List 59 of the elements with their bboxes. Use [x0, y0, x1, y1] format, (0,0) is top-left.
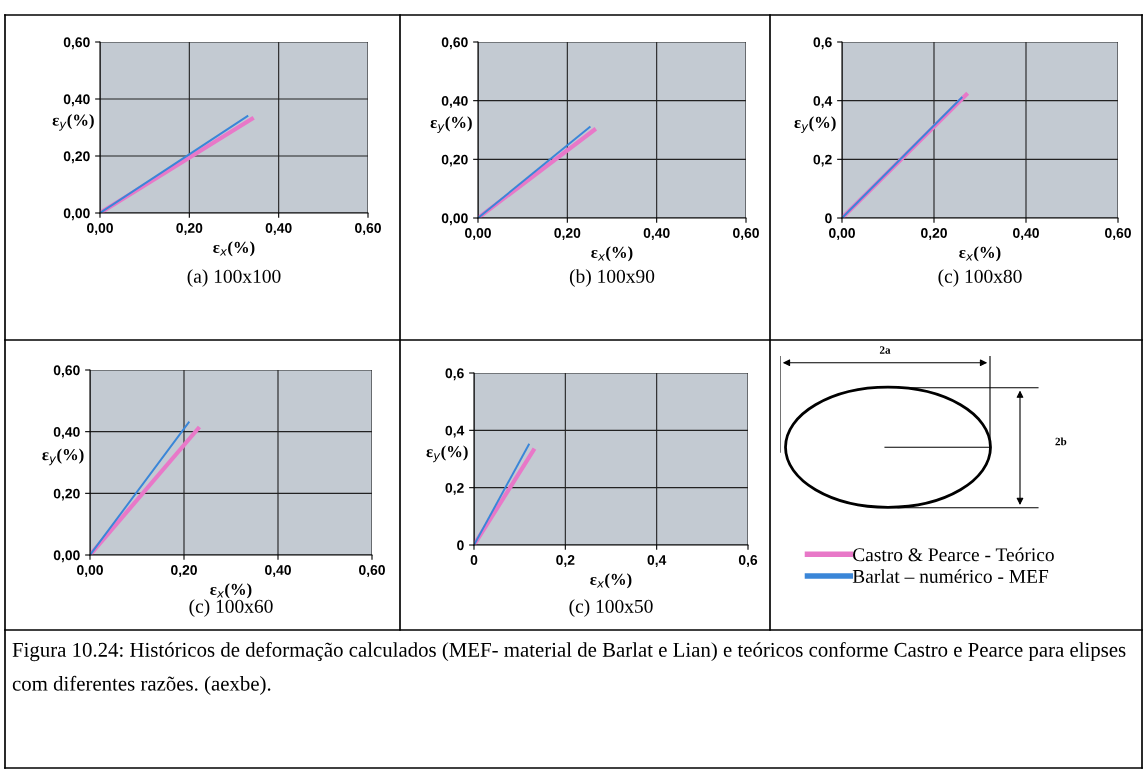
x-tick-label: 0,20: [554, 228, 581, 240]
x-axis-title: ε$_{x}$(%): [213, 241, 255, 257]
y-tick-label: 0,2: [813, 154, 832, 167]
x-axis-title: ε$_{x}$(%): [959, 246, 1001, 262]
text: (c) 100x80: [938, 269, 1022, 287]
y-axis-title: ε$_{y}$(%): [42, 448, 84, 466]
y-tick-label: 0: [457, 540, 464, 551]
y-tick-label: 0,40: [53, 427, 80, 439]
x-tick-label: 0,60: [1105, 228, 1131, 240]
x-tick-label: 0,40: [265, 223, 292, 235]
x-axis-title: ε$_{x}$(%): [590, 573, 632, 589]
x-tick-label: 0,00: [829, 228, 855, 240]
x-tick-label: 0,4: [647, 555, 667, 567]
y-tick-label: 0,6: [813, 37, 832, 50]
y-tick-label: 0,20: [53, 488, 80, 501]
x-tick-label: 0,20: [921, 228, 947, 240]
y-tick-label: 0,00: [441, 213, 468, 226]
x-tick-label: 0,60: [359, 565, 385, 577]
x-tick-label: 0,00: [465, 228, 491, 240]
text: (b) 100x90: [569, 269, 655, 287]
text: Figura 10.24: Históricos de deformação calculados (MEF- material de Barlat e Lian) e teóricos conforme Castro e Pearce para elipses com diferentes razões. (aexbe).: [12, 642, 1126, 695]
y-tick-label: 0,40: [63, 94, 90, 107]
x-tick-label: 0,40: [265, 565, 291, 577]
y-tick-label: 0,60: [63, 37, 90, 50]
x-tick-label: 0: [470, 555, 478, 565]
y-tick-label: 0,4: [813, 96, 833, 108]
y-axis-title: ε$_{y}$(%): [794, 116, 836, 134]
text: 2b: [1055, 437, 1067, 446]
y-tick-label: 0: [825, 213, 832, 224]
y-tick-label: 0,4: [445, 425, 465, 438]
y-tick-label: 0,40: [441, 96, 468, 108]
x-tick-label: 0,60: [355, 223, 381, 235]
y-tick-label: 0,20: [63, 151, 90, 164]
x-tick-label: 0,2: [556, 555, 575, 567]
legend-label: Castro & Pearce - Teórico: [853, 547, 1054, 562]
y-tick-label: 0,6: [445, 368, 464, 381]
x-tick-label: 0,00: [77, 565, 103, 577]
y-tick-label: 0,60: [441, 37, 468, 50]
text: (c) 100x50: [569, 599, 653, 617]
y-axis-title: ε$_{y}$(%): [430, 116, 472, 134]
y-tick-label: 0,60: [53, 365, 80, 378]
text: (c) 100x60: [189, 599, 273, 617]
x-tick-label: 0,00: [87, 223, 113, 235]
x-axis-title: ε$_{x}$(%): [591, 246, 633, 262]
x-tick-label: 0,20: [176, 223, 203, 235]
x-axis-title: ε$_{x}$(%): [210, 583, 252, 599]
x-tick-label: 0,40: [643, 228, 670, 240]
y-axis-title: ε$_{y}$(%): [52, 113, 94, 131]
y-tick-label: 0,20: [441, 154, 468, 167]
x-tick-label: 0,20: [171, 565, 197, 577]
x-tick-label: 0,60: [733, 228, 759, 240]
text: (a) 100x100: [187, 269, 281, 287]
text: 2a: [879, 346, 891, 354]
y-tick-label: 0,00: [63, 208, 90, 221]
legend-label: Barlat – numérico - MEF: [852, 569, 1049, 583]
y-tick-label: 0,2: [445, 483, 464, 495]
x-tick-label: 0,40: [1013, 228, 1039, 240]
x-tick-label: 0,6: [738, 555, 758, 567]
y-axis-title: ε$_{y}$(%): [426, 445, 468, 463]
